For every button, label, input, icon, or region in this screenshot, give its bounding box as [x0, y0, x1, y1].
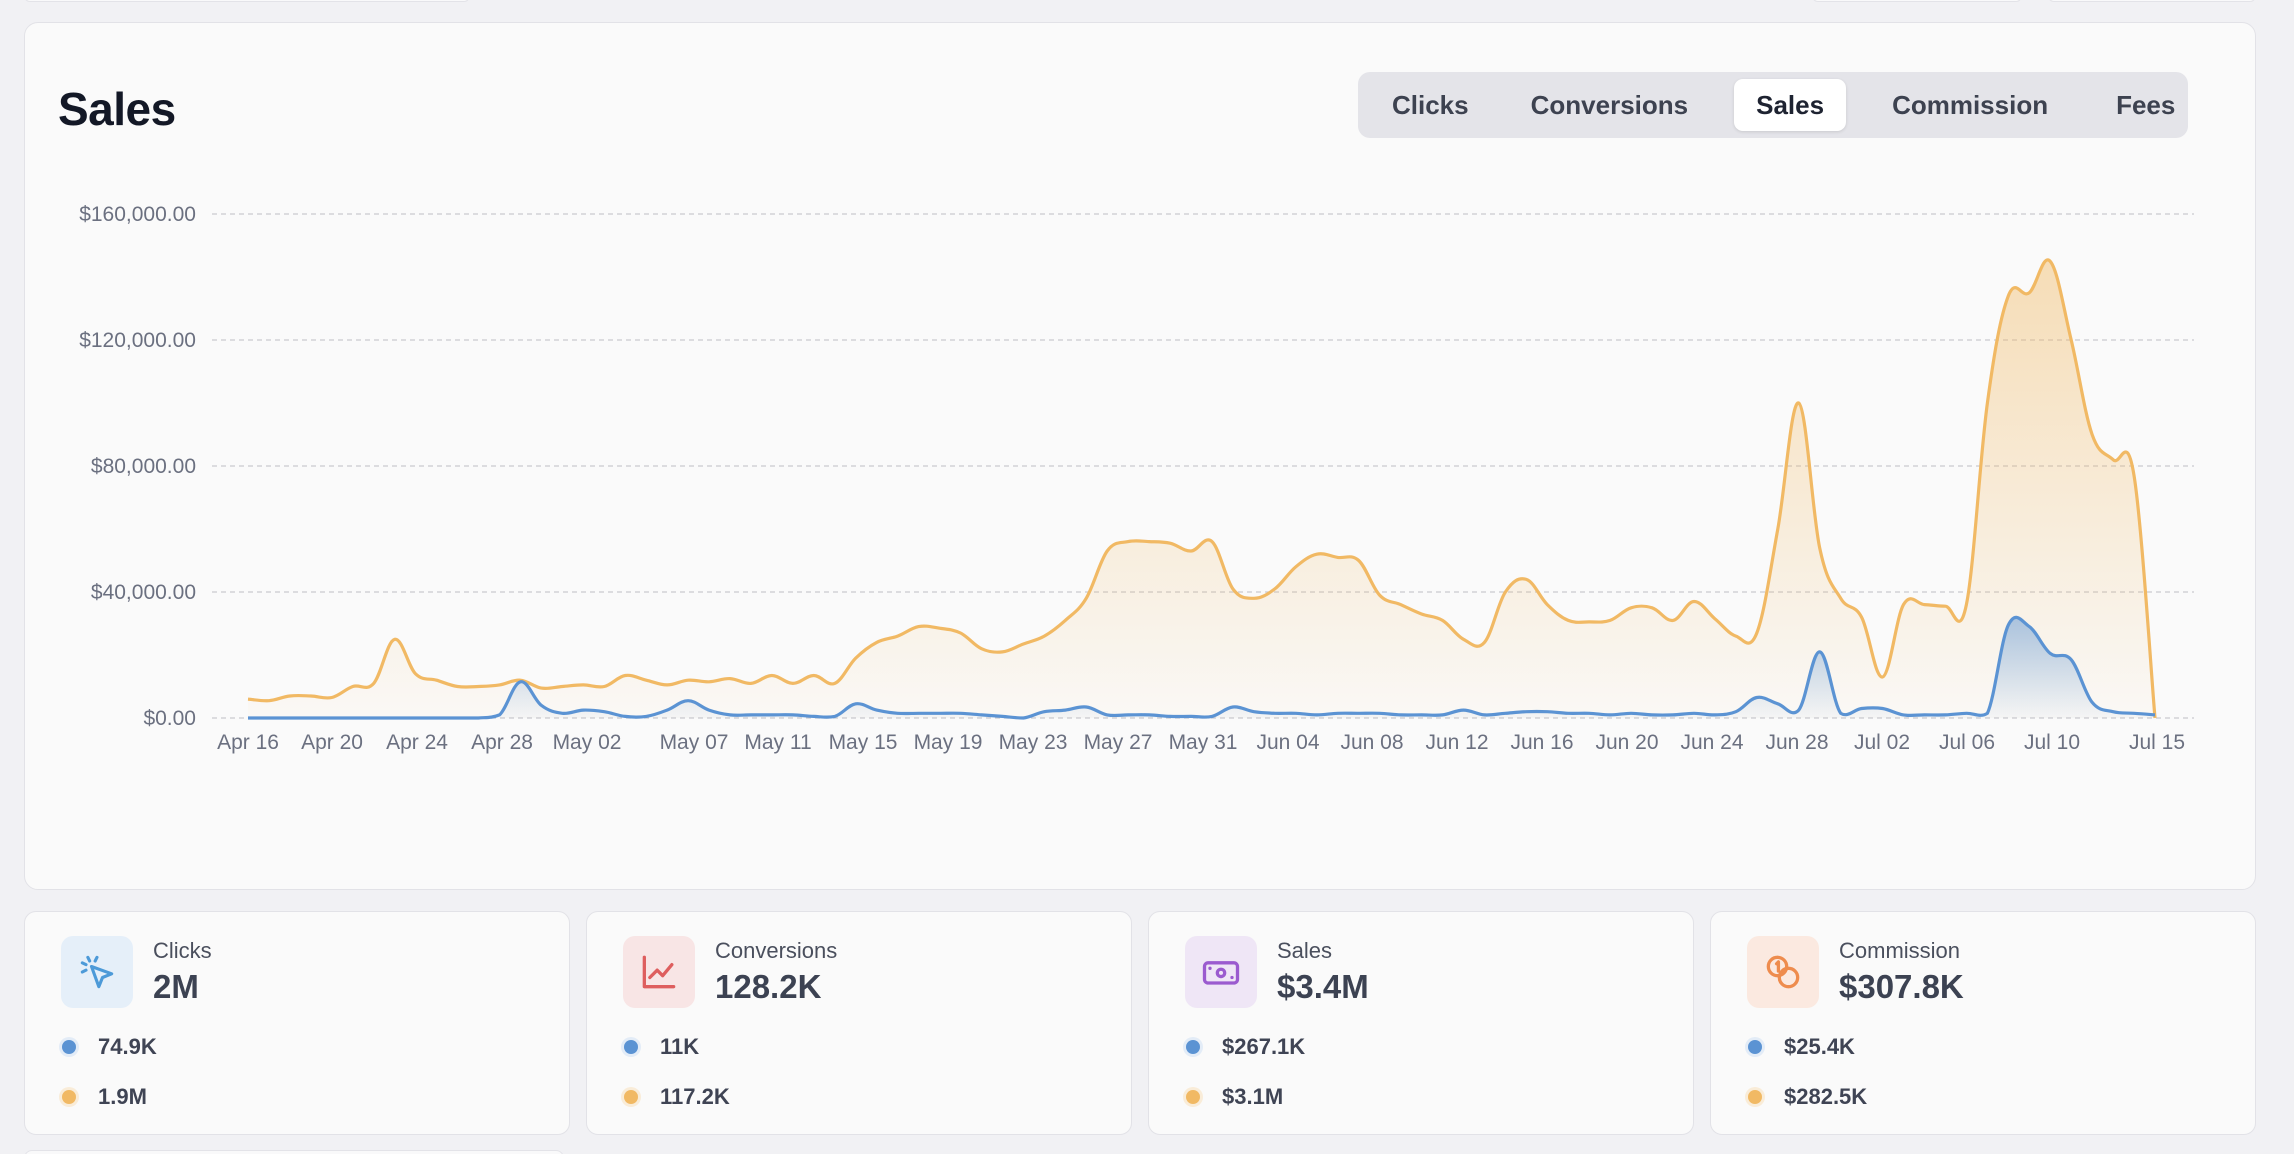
x-tick-label: May 31	[1169, 731, 1238, 754]
stat-label: Conversions	[715, 938, 838, 963]
chart-title: Sales	[58, 83, 176, 135]
cursor-click-icon	[61, 936, 133, 1008]
orange-dot-icon	[62, 1090, 76, 1104]
sales-chart-card	[24, 22, 2256, 890]
stat-row-value: $267.1K	[1222, 1034, 1306, 1059]
y-tick-label: $40,000.00	[91, 581, 196, 604]
x-tick-label: Apr 20	[301, 731, 363, 754]
stat-row-value: $25.4K	[1784, 1034, 1855, 1059]
stat-row-blue: $25.4K	[1748, 1034, 1855, 1060]
x-tick-label: Jun 28	[1765, 731, 1828, 754]
x-tick-label: Jul 02	[1854, 731, 1910, 754]
stat-card-sales: Sales $3.4M	[1148, 911, 1694, 1135]
blue-dot-icon	[62, 1040, 76, 1054]
x-tick-label: Jun 20	[1595, 731, 1658, 754]
x-tick-label: Apr 16	[217, 731, 279, 754]
cash-icon	[1185, 936, 1257, 1008]
tab-conversions[interactable]: Conversions	[1530, 89, 1689, 120]
tab-commission[interactable]: Commission	[1892, 89, 2049, 120]
stat-value: $3.4M	[1277, 968, 1369, 1005]
tab-fees[interactable]: Fees	[2116, 89, 2176, 120]
x-tick-label: May 15	[829, 731, 898, 754]
stat-row-orange: 117.2K	[624, 1084, 730, 1110]
bottom-card-stub	[24, 1150, 564, 1154]
stat-label: Commission	[1839, 938, 1961, 963]
sales-area-chart: $160,000.00 $120,000.00 $80,000.00 $40,000.…	[79, 203, 2194, 754]
blue-series-line	[248, 615, 2156, 720]
coins-icon	[1747, 936, 1819, 1008]
stat-row-orange: $3.1M	[1186, 1084, 1283, 1110]
y-tick-label: $160,000.00	[79, 203, 196, 226]
stat-row-value: $3.1M	[1222, 1084, 1284, 1109]
stat-label: Clicks	[153, 938, 212, 963]
y-axis: $160,000.00 $120,000.00 $80,000.00 $40,000.…	[79, 203, 196, 730]
orange-series-area	[248, 259, 2155, 718]
metric-tabs: Clicks Conversions Sales Commission Fees	[1358, 72, 2188, 138]
x-tick-label: May 07	[660, 731, 729, 754]
x-tick-label: Apr 24	[386, 731, 448, 754]
stat-row-blue: 11K	[624, 1034, 699, 1060]
stat-value: 2M	[153, 968, 199, 1005]
blue-dot-icon	[1748, 1040, 1762, 1054]
stat-row-value: 1.9M	[98, 1084, 147, 1109]
chart-series	[247, 258, 2157, 720]
stat-card-conversions: Conversions 128.2K	[586, 911, 1132, 1135]
x-tick-label: Jun 04	[1256, 731, 1319, 754]
x-axis: Apr 16 Apr 20 Apr 24 Apr 28 May 02 May 07 May …	[217, 731, 2185, 754]
x-tick-label: Jun 12	[1425, 731, 1488, 754]
x-tick-label: May 02	[553, 731, 622, 754]
blue-dot-icon	[1186, 1040, 1200, 1054]
stat-card-clicks: Clicks 2M	[24, 911, 570, 1135]
orange-series-line	[247, 258, 2157, 719]
x-tick-label: Apr 28	[471, 731, 533, 754]
orange-dot-icon	[1186, 1090, 1200, 1104]
stat-row-orange: $282.5K	[1748, 1084, 1867, 1110]
stat-row-value: 117.2K	[660, 1084, 730, 1109]
y-tick-label: $80,000.00	[91, 455, 196, 478]
stat-row-blue: $267.1K	[1186, 1034, 1305, 1060]
blue-dot-icon	[624, 1040, 638, 1054]
x-tick-label: Jun 24	[1680, 731, 1743, 754]
x-tick-label: Jul 10	[2024, 731, 2080, 754]
orange-dot-icon	[624, 1090, 638, 1104]
stat-label: Sales	[1277, 938, 1333, 963]
x-tick-label: May 19	[914, 731, 983, 754]
y-tick-label: $120,000.00	[79, 329, 196, 352]
x-tick-label: Jun 16	[1510, 731, 1573, 754]
x-tick-label: May 27	[1084, 731, 1153, 754]
chart-line-icon	[623, 936, 695, 1008]
stat-row-blue: 74.9K	[62, 1034, 157, 1060]
x-tick-label: May 23	[999, 731, 1068, 754]
stat-card-commission: Commission $307.8K	[1710, 911, 2256, 1135]
x-tick-label: Jul 06	[1939, 731, 1995, 754]
tab-sales[interactable]: Sales	[1734, 79, 1847, 131]
stat-value: $307.8K	[1839, 968, 1964, 1005]
stat-row-orange: 1.9M	[62, 1084, 147, 1110]
x-tick-label: Jul 15	[2129, 731, 2185, 754]
orange-dot-icon	[1748, 1090, 1762, 1104]
stat-row-value: 74.9K	[98, 1034, 157, 1059]
tab-clicks[interactable]: Clicks	[1392, 89, 1469, 120]
x-tick-label: Jun 08	[1340, 731, 1403, 754]
stat-row-value: $282.5K	[1784, 1084, 1868, 1109]
y-tick-label: $0.00	[143, 707, 196, 730]
stat-row-value: 11K	[660, 1034, 700, 1059]
x-tick-label: May 11	[744, 731, 811, 754]
stat-value: 128.2K	[715, 968, 822, 1005]
